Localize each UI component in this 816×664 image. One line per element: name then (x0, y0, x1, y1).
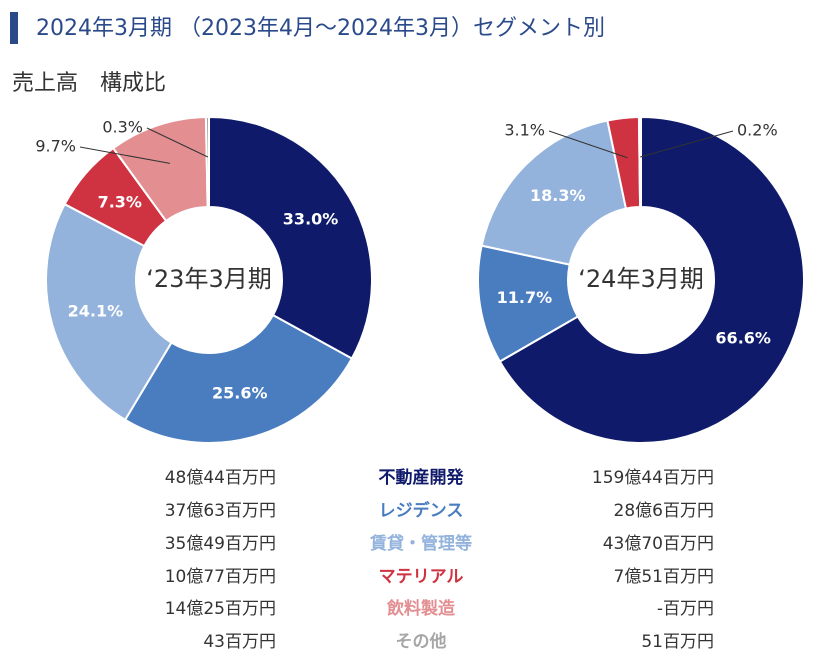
value-label: 11.7% (497, 288, 553, 307)
center-label: ‘23年3月期 (146, 265, 271, 293)
amount-2024: -百万円 (657, 599, 714, 619)
amount-2023: 43百万円 (203, 632, 276, 652)
value-label: 3.1% (504, 121, 545, 140)
amount-2024: 159億44百万円 (592, 468, 714, 488)
page-title: 2024年3月期 （2023年4月～2024年3月）セグメント別 (36, 16, 605, 41)
segment-name: レジデンス (379, 500, 464, 521)
amount-2023: 10億77百万円 (165, 567, 276, 587)
amount-2024: 43億70百万円 (603, 534, 714, 554)
value-label: 33.0% (283, 209, 339, 228)
slice (208, 115, 373, 360)
amount-2023: 48億44百万円 (165, 468, 276, 488)
segment-name: 不動産開発 (379, 467, 465, 488)
value-label: 7.3% (98, 192, 142, 211)
value-label: 24.1% (68, 301, 124, 320)
subtitle: 売上高 構成比 (12, 71, 166, 96)
segment-name: その他 (396, 631, 447, 652)
segment-name: マテリアル (379, 567, 464, 587)
value-label: 0.2% (737, 121, 778, 140)
value-label: 66.6% (715, 329, 771, 348)
slice (637, 115, 642, 209)
slice (45, 202, 173, 422)
slice (123, 313, 354, 444)
value-label: 18.3% (530, 186, 586, 205)
leader-line (146, 127, 209, 158)
amount-2023: 37億63百万円 (165, 501, 276, 521)
amount-2023: 35億49百万円 (165, 534, 276, 554)
value-label: 25.6% (212, 383, 268, 402)
leader-line (548, 130, 628, 159)
center-label: ‘24年3月期 (578, 265, 703, 293)
amount-2024: 28億6百万円 (614, 501, 714, 521)
value-label: 9.7% (35, 137, 76, 156)
slice (498, 115, 805, 444)
title-bar (10, 12, 18, 44)
segment-name: 賃貸・管理等 (369, 533, 472, 554)
leader-line (79, 146, 170, 164)
amount-2024: 51百万円 (641, 632, 714, 652)
slice (480, 119, 628, 266)
segment-name: 飲料製造 (386, 598, 456, 619)
amount-2024: 7億51百万円 (614, 567, 714, 587)
amount-2023: 14億25百万円 (165, 599, 276, 619)
value-label: 0.3% (102, 118, 143, 137)
leader-line (640, 130, 734, 158)
slice (204, 115, 210, 209)
